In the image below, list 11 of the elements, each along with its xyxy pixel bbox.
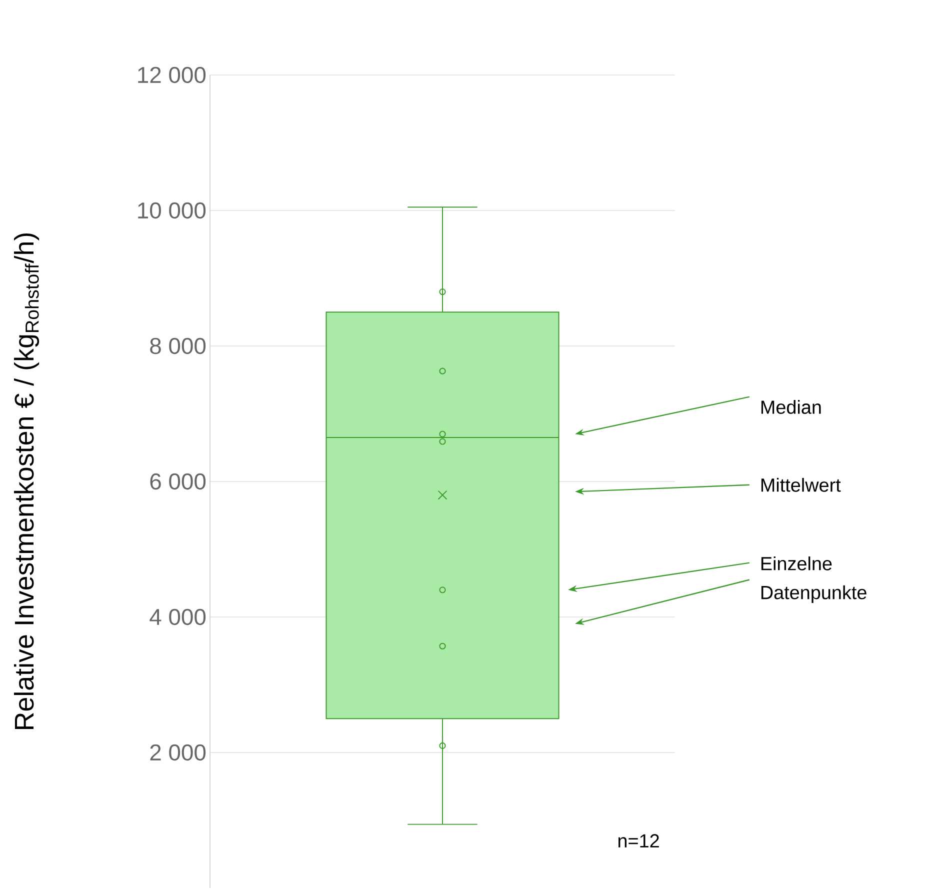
y-tick-label: 4 000 <box>150 608 206 626</box>
y-tick-label: 2 000 <box>150 744 206 761</box>
y-tick-label: 12 000 <box>138 66 206 84</box>
y-tick-label: 6 000 <box>150 473 206 490</box>
text: Mittelwert <box>761 478 841 492</box>
text: Einzelne Datenpunkte <box>761 556 866 603</box>
y-tick-label: 8 000 <box>150 338 206 354</box>
text: Median <box>761 400 821 414</box>
y-axis-title: Relative Investmentkosten € / (kg$_{Rohstoff}$/h) <box>14 233 40 729</box>
annotation: n=12 <box>618 834 659 848</box>
y-tick-label: 10 000 <box>138 202 206 219</box>
